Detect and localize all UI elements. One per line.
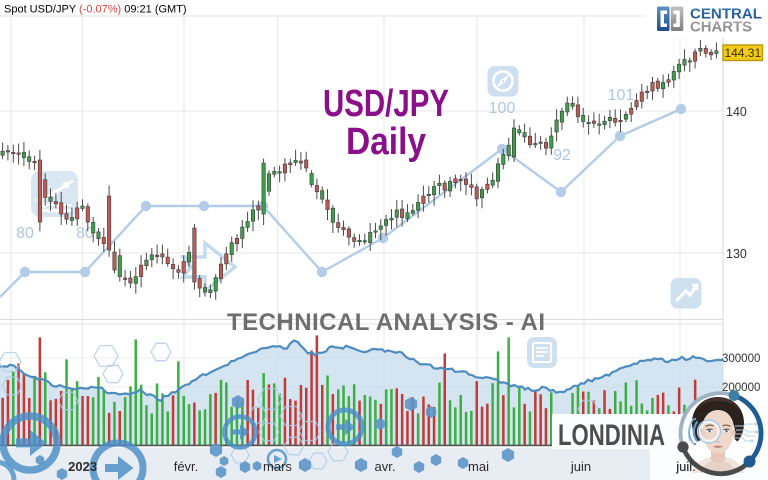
svg-text:avr.: avr. <box>375 459 396 474</box>
svg-text:mai: mai <box>468 459 489 474</box>
svg-text:TECHNICAL ANALYSIS - AI: TECHNICAL ANALYSIS - AI <box>227 309 545 336</box>
svg-text:juin: juin <box>570 459 591 474</box>
svg-text:CENTRAL: CENTRAL <box>690 6 762 23</box>
svg-text:80: 80 <box>76 225 94 242</box>
svg-text:Daily: Daily <box>346 121 426 163</box>
svg-text:100: 100 <box>489 100 516 117</box>
svg-text:80: 80 <box>16 225 34 242</box>
svg-text:févr.: févr. <box>174 459 199 474</box>
svg-text:CHARTS: CHARTS <box>690 19 752 36</box>
svg-text:144.31: 144.31 <box>724 46 761 60</box>
svg-text:LONDINIA: LONDINIA <box>558 419 665 452</box>
svg-text:USD/JPY: USD/JPY <box>323 83 449 125</box>
svg-text:2023: 2023 <box>68 459 97 474</box>
svg-text:mars: mars <box>263 459 292 474</box>
svg-text:130: 130 <box>726 247 747 261</box>
svg-text:Spot USD/JPY (-0.07%) 09:21 (G: Spot USD/JPY (-0.07%) 09:21 (GMT) <box>4 4 187 16</box>
svg-text:101: 101 <box>608 87 635 104</box>
svg-text:140: 140 <box>726 105 747 119</box>
svg-text:juil.: juil. <box>675 459 696 474</box>
svg-text:92: 92 <box>553 147 571 164</box>
svg-text:300000: 300000 <box>722 353 760 365</box>
